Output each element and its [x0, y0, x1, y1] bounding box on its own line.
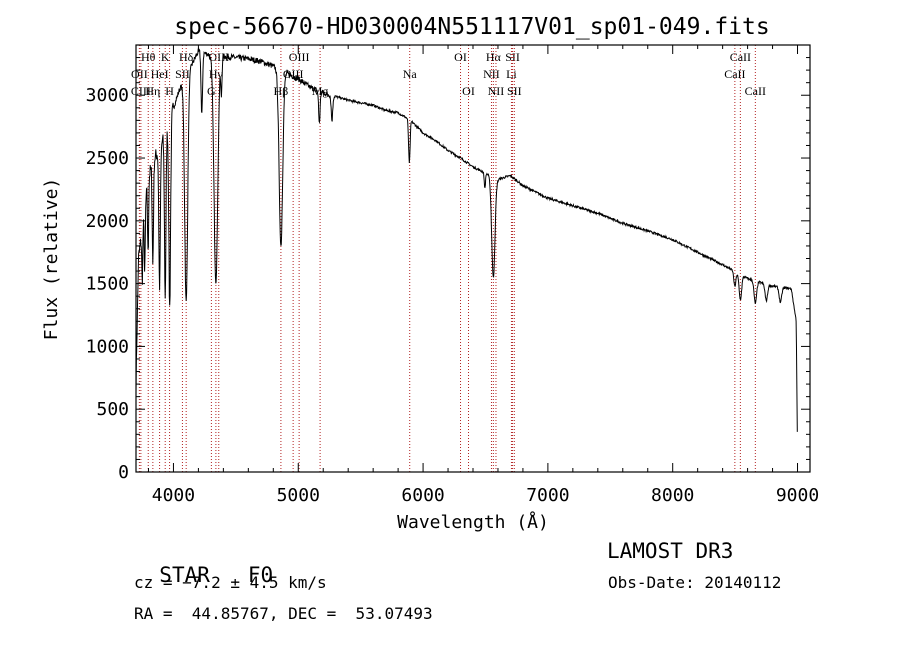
chart-title: spec-56670-HD030004N551117V01_sp01-049.f…	[174, 14, 769, 40]
object-class: STAR F0	[134, 539, 273, 587]
subclass-label: F0	[247, 563, 274, 587]
y-tick-label: 500	[96, 399, 129, 420]
reference-line-label: OIII	[208, 50, 229, 64]
x-axis: 4000 5000 6000 7000 8000 9000	[147, 45, 819, 506]
reference-line-label: OIII	[289, 50, 310, 64]
plot-frame	[135, 44, 811, 473]
reference-line-label: OI	[454, 50, 467, 64]
reference-line-label: CaII	[745, 84, 766, 98]
obs-date-label: Obs-Date: 20140112	[608, 573, 782, 592]
reference-line-label: OI	[462, 84, 475, 98]
y-tick-label: 3000	[86, 85, 129, 106]
redshift-label: cz = −7.2 ± 4.5 km/s	[134, 573, 327, 592]
reference-line-label: Li	[506, 67, 517, 81]
x-tick-label: 9000	[776, 485, 819, 506]
y-tick-label: 2000	[86, 211, 129, 232]
reference-line-label: K	[161, 50, 170, 64]
reference-line-label: Hγ	[209, 67, 224, 81]
reference-line-label: HeI	[151, 67, 169, 81]
y-tick-label: 1500	[86, 274, 129, 295]
spectrum-line	[135, 47, 798, 432]
survey-label: LAMOST DR3	[607, 539, 734, 563]
x-tick-label: 5000	[277, 485, 320, 506]
reference-line-label: SII	[505, 50, 520, 64]
y-axis: 0 500 1000 1500 2000 2500 3000	[86, 57, 810, 483]
reference-line-label: Hβ	[274, 84, 289, 98]
y-axis-label: Flux (relative)	[41, 178, 62, 341]
y-tick-label: 0	[118, 462, 129, 483]
reference-line-label: NII	[483, 67, 500, 81]
x-tick-label: 7000	[526, 485, 569, 506]
reference-line-label: SII	[507, 84, 522, 98]
coords-label: RA = 44.85767, DEC = 53.07493	[134, 604, 433, 623]
reference-line-label: G	[207, 84, 216, 98]
reference-line-label: Na	[403, 67, 418, 81]
x-axis-label: Wavelength (Å)	[397, 511, 549, 533]
reference-line-label: NII	[488, 84, 505, 98]
reference-line-label: SII	[175, 67, 190, 81]
reference-line-label: OII	[131, 67, 148, 81]
reference-line-label: H	[165, 84, 174, 98]
reference-line-label: Hδ	[179, 50, 194, 64]
x-tick-label: 4000	[152, 485, 195, 506]
x-tick-label: 8000	[651, 485, 694, 506]
x-tick-label: 6000	[401, 485, 444, 506]
reference-line-label: CaII	[730, 50, 751, 64]
y-tick-label: 2500	[86, 148, 129, 169]
class-label: STAR	[159, 563, 210, 587]
reference-line-label: CaII	[724, 67, 745, 81]
y-tick-label: 1000	[86, 336, 129, 357]
reference-line-label: Hη	[145, 84, 160, 98]
reference-line-label: Hα	[486, 50, 502, 64]
reference-line-label: Hθ	[141, 50, 156, 64]
